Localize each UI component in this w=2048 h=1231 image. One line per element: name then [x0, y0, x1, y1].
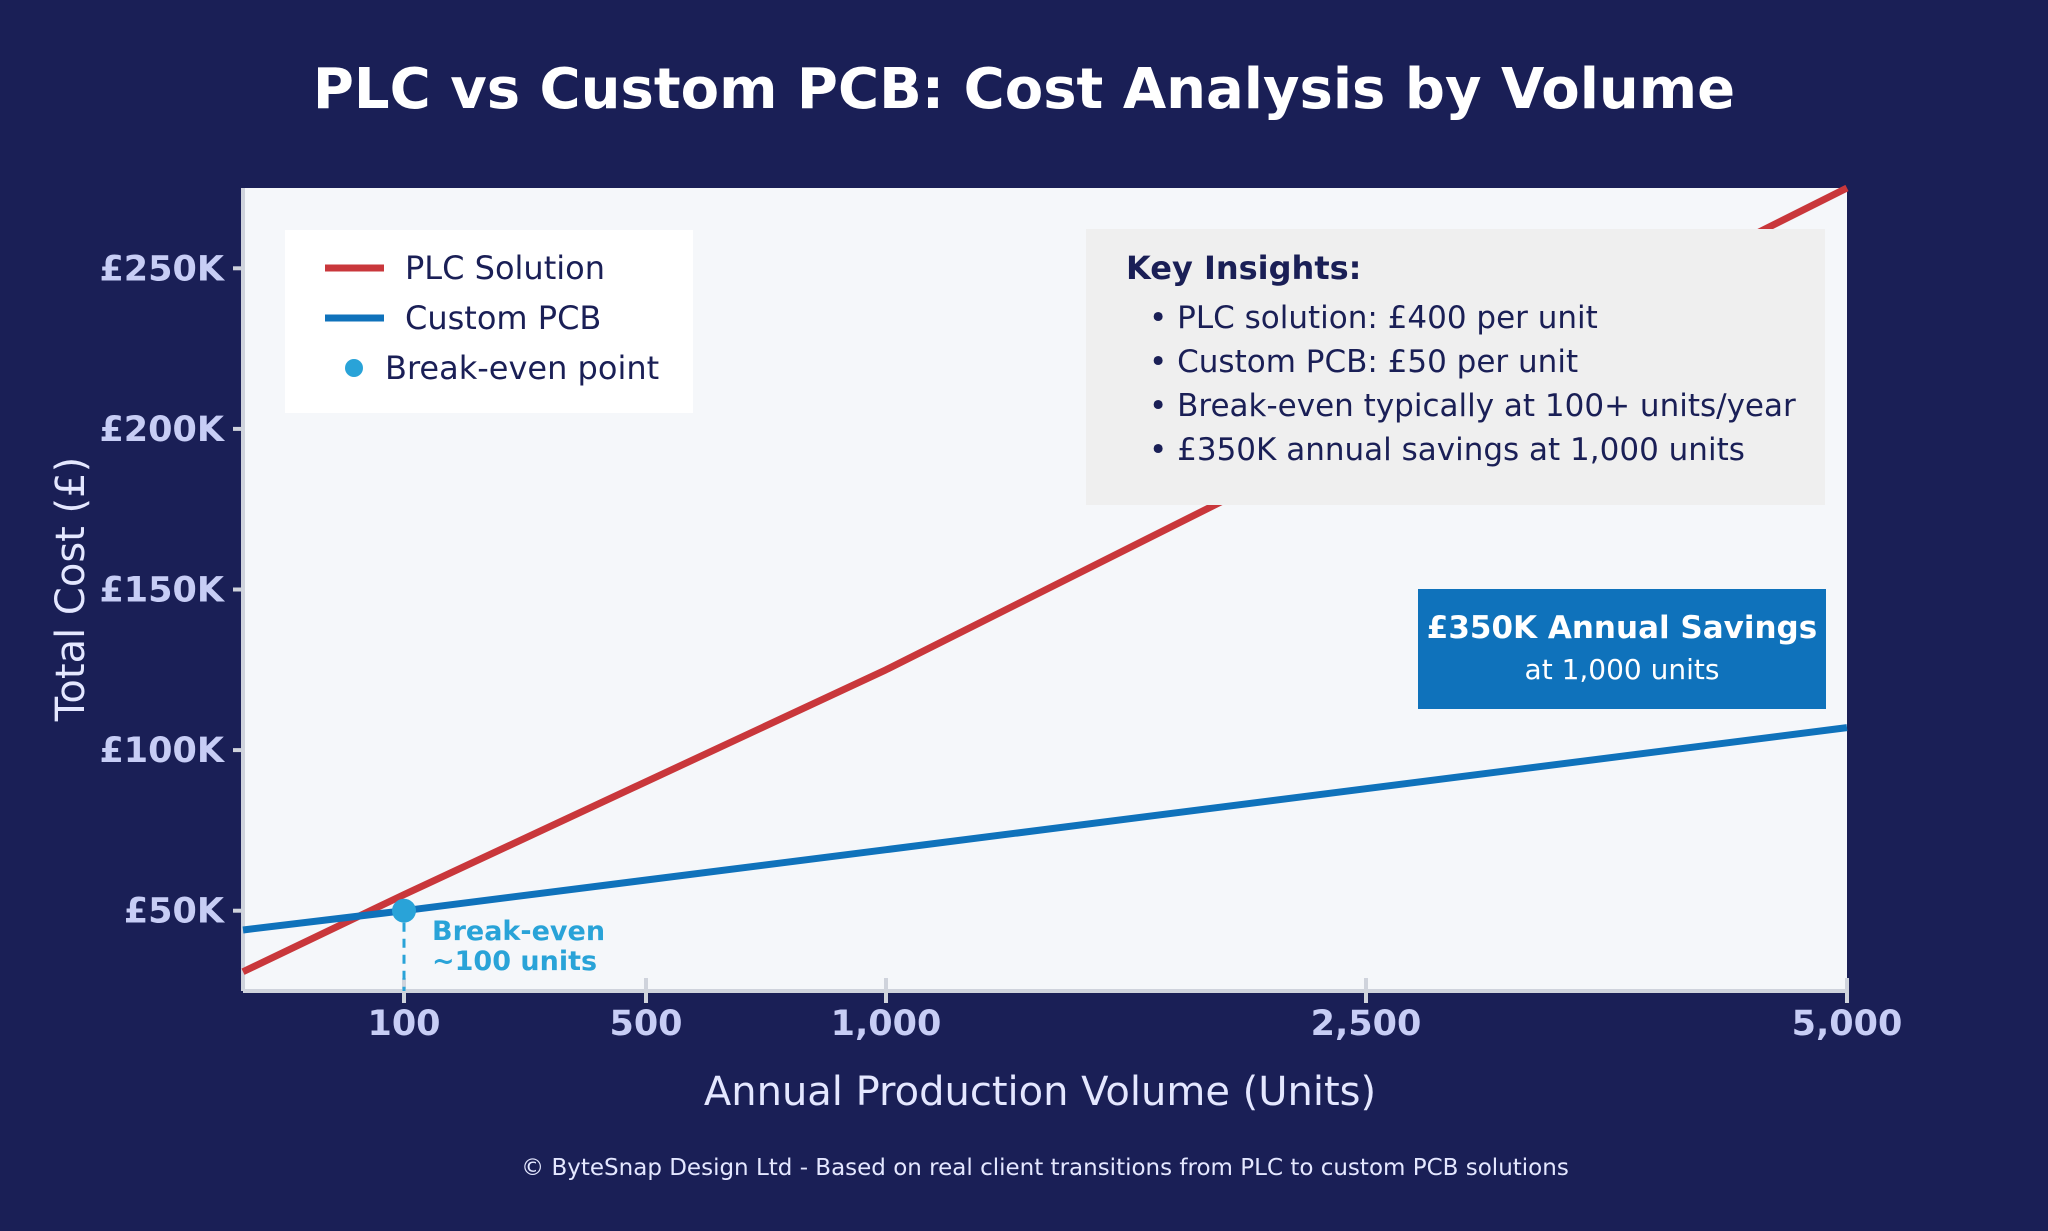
savings-callout-title: £350K Annual Savings	[1427, 610, 1817, 646]
x-tick-label: 5,000	[1792, 1004, 1903, 1044]
insights-heading: Key Insights:	[1126, 249, 1361, 287]
y-tick-label: £250K	[99, 249, 225, 289]
insight-item: • Break-even typically at 100+ units/yea…	[1149, 388, 1796, 424]
break-even-label: Break-even	[432, 916, 605, 947]
custom-pcb-series-line	[242, 724, 1848, 934]
x-tick-label: 500	[609, 1004, 682, 1044]
savings-callout-box	[1418, 589, 1826, 709]
legend-label-break-even: Break-even point	[385, 349, 659, 387]
insight-item: • £350K annual savings at 1,000 units	[1149, 432, 1745, 468]
x-tick-label: 100	[367, 1004, 440, 1044]
x-ticks: 100 500 1,000 2,500 5,000	[367, 978, 1902, 1044]
legend-swatch-break-even	[345, 359, 363, 377]
insight-item: • PLC solution: £400 per unit	[1149, 300, 1598, 336]
y-ticks: £50K £100K £150K £200K £250K	[99, 249, 243, 932]
y-tick-label: £50K	[124, 892, 226, 932]
savings-callout: £350K Annual Savings at 1,000 units	[1418, 589, 1826, 709]
key-insights-box: Key Insights: • PLC solution: £400 per u…	[1086, 229, 1825, 505]
break-even-sublabel: ~100 units	[432, 946, 597, 977]
y-tick-label: £150K	[99, 571, 225, 611]
footer-credit: © ByteSnap Design Ltd - Based on real cl…	[521, 1155, 1569, 1181]
break-even-marker	[392, 898, 416, 923]
x-tick-label: 1,000	[831, 1004, 942, 1044]
x-axis-label: Annual Production Volume (Units)	[704, 1069, 1376, 1115]
legend: PLC Solution Custom PCB Break-even point	[285, 230, 693, 413]
chart-title: PLC vs Custom PCB: Cost Analysis by Volu…	[313, 57, 1735, 122]
insights-background	[1086, 229, 1825, 505]
y-tick-label: £100K	[99, 731, 225, 771]
x-tick-label: 2,500	[1311, 1004, 1422, 1044]
savings-callout-subtitle: at 1,000 units	[1525, 653, 1720, 686]
y-tick-label: £200K	[99, 410, 225, 450]
legend-label-plc: PLC Solution	[405, 249, 605, 287]
y-axis-label: Total Cost (£)	[48, 457, 94, 722]
legend-label-pcb: Custom PCB	[405, 299, 601, 337]
insight-item: • Custom PCB: £50 per unit	[1149, 344, 1578, 380]
